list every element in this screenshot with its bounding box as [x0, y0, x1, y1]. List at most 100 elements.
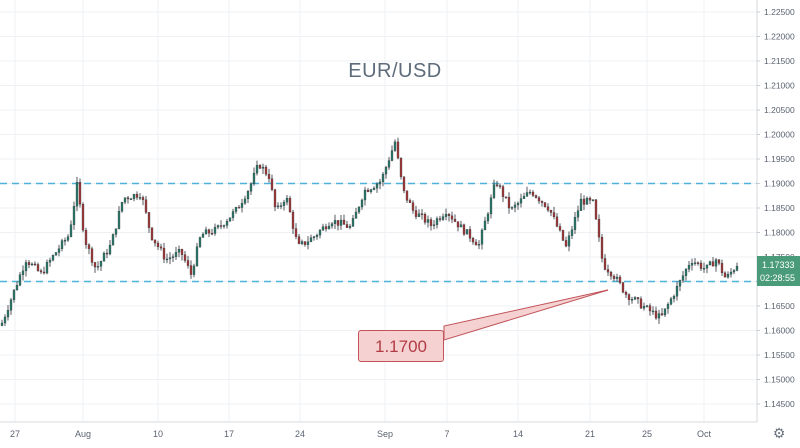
y-tick-label: 1.22000	[764, 32, 795, 42]
y-tick-label: 1.20000	[764, 130, 795, 140]
candle-body	[240, 203, 244, 208]
candle-body	[174, 252, 178, 257]
price-label: 1.17333 02:28:55	[757, 256, 800, 286]
candle-body	[711, 261, 715, 267]
candle-body	[330, 223, 334, 227]
candle-body	[108, 244, 112, 255]
candle-body	[267, 174, 271, 179]
candle-body	[483, 220, 487, 231]
candle-body	[27, 262, 31, 265]
candle-body	[438, 218, 442, 220]
candle-body	[477, 244, 481, 246]
candle-body	[273, 189, 277, 208]
candle-body	[192, 265, 196, 275]
candle-body	[126, 197, 130, 200]
candle-body	[288, 197, 292, 213]
candle-body	[363, 189, 367, 201]
candle-body	[9, 299, 13, 311]
candle-body	[462, 224, 466, 235]
candle-body	[324, 226, 328, 230]
y-tick-label: 1.16000	[764, 326, 795, 336]
candle-body	[402, 176, 406, 191]
y-tick-label: 1.18500	[764, 203, 795, 213]
y-axis[interactable]: 1.22500 1.22000 1.21500 1.21000 1.20500 1.200…	[757, 7, 795, 409]
candle-body	[372, 187, 376, 190]
candle-body	[84, 229, 88, 245]
candle-body	[444, 214, 448, 217]
candle-body	[294, 228, 298, 237]
candle-body	[657, 313, 661, 319]
candle-body	[540, 200, 544, 203]
candle-body	[297, 236, 301, 244]
candle-body	[381, 173, 385, 183]
candle-body	[498, 185, 502, 187]
candle-body	[117, 210, 121, 229]
candle-body	[693, 262, 697, 264]
candle-body	[573, 217, 577, 230]
candle-body	[618, 276, 622, 283]
x-tick-label: 10	[153, 429, 163, 439]
candle-body	[252, 172, 256, 184]
candle-body	[645, 305, 649, 307]
candle-body	[306, 241, 310, 245]
candle-body	[141, 197, 145, 200]
candle-body	[435, 218, 439, 225]
candle-body	[429, 219, 433, 226]
candle-body	[12, 289, 16, 300]
candle-body	[243, 198, 247, 204]
annotation-callout[interactable]: 1.1700	[358, 330, 444, 362]
candle-body	[396, 141, 400, 159]
candle-body	[642, 306, 646, 309]
candle-body	[486, 213, 490, 222]
candle-body	[423, 213, 427, 223]
candle-body	[201, 233, 205, 238]
candle-body	[378, 181, 382, 185]
candle-body	[282, 201, 286, 206]
candle-body	[111, 234, 115, 246]
x-tick-label: Aug	[75, 429, 91, 439]
candle-body	[129, 198, 133, 201]
x-axis[interactable]: 27 Aug 10 17 24 Sep 7 14 21 25 Oct	[10, 429, 712, 439]
candle-body	[630, 299, 634, 301]
candle-body	[555, 216, 559, 227]
x-tick-label: 27	[10, 429, 20, 439]
candle-body	[78, 182, 82, 205]
y-tick-label: 1.19000	[764, 179, 795, 189]
candle-body	[315, 234, 319, 237]
candle-body	[432, 224, 436, 226]
candle-body	[30, 263, 34, 266]
candle-body	[420, 213, 424, 215]
y-tick-label: 1.20500	[764, 105, 795, 115]
x-tick-label: 24	[295, 429, 305, 439]
candle-body	[687, 265, 691, 270]
candle-body	[357, 206, 361, 213]
candle-body	[651, 310, 655, 313]
candle-body	[660, 313, 664, 316]
candle-body	[168, 257, 172, 260]
candle-body	[624, 292, 628, 295]
candle-body	[222, 225, 226, 227]
candle-body	[48, 259, 52, 263]
candle-body	[18, 274, 22, 286]
candle-body	[231, 211, 235, 218]
candle-body	[120, 201, 124, 212]
candle-body	[177, 249, 181, 253]
candle-body	[513, 204, 517, 208]
candle-body	[351, 218, 355, 227]
candle-body	[75, 182, 79, 207]
candle-body	[261, 166, 265, 169]
candle-body	[525, 192, 529, 197]
gear-icon[interactable]: ⚙	[772, 425, 786, 441]
candle-body	[99, 261, 103, 267]
candle-body	[264, 166, 268, 175]
candle-body	[408, 200, 412, 203]
candle-body	[360, 199, 364, 208]
candle-body	[699, 262, 703, 269]
candle-body	[447, 214, 451, 217]
candle-body	[519, 198, 523, 204]
candle-body	[522, 196, 526, 199]
candle-body	[333, 220, 337, 224]
y-tick-label: 1.21500	[764, 56, 795, 66]
x-tick-label: 14	[513, 429, 523, 439]
candle-body	[465, 229, 469, 235]
